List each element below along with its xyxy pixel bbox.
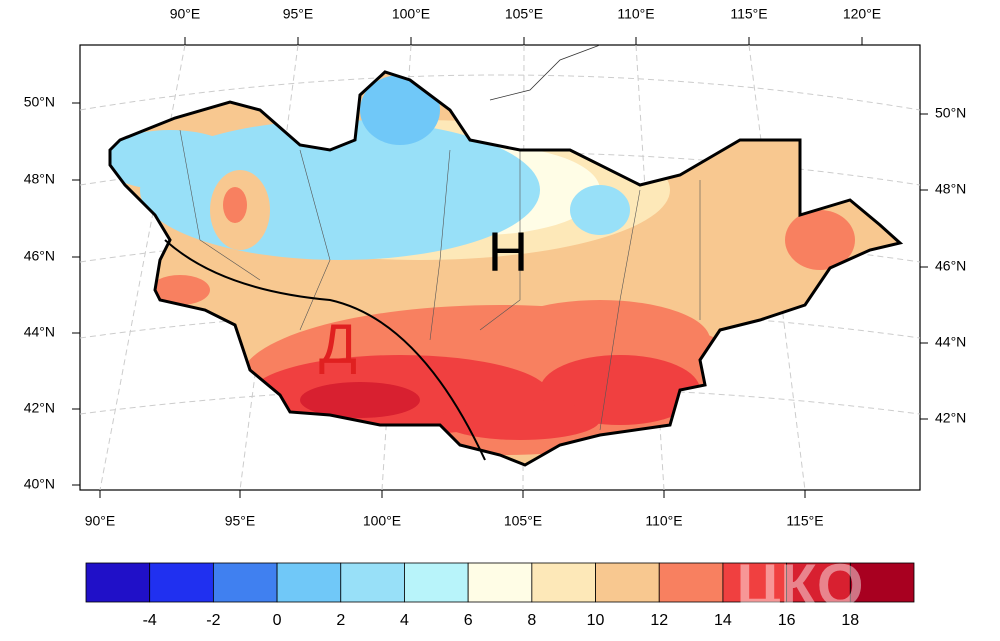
colorbar-label: 2: [336, 612, 345, 629]
lat-label: 42°N: [24, 400, 55, 416]
colorbar-box: [658, 562, 724, 603]
lat-label: 46°N: [935, 258, 966, 274]
colorbar-box: [212, 562, 278, 603]
colorbar-box: [340, 562, 405, 603]
colorbar-box: [149, 562, 214, 603]
lon-label: 90°E: [85, 513, 116, 529]
colorbar-label: 6: [464, 612, 473, 629]
neighbor-border: [489, 44, 601, 101]
colorbar-label: -2: [206, 612, 220, 629]
colorbar-box: [85, 562, 151, 603]
colorbar-box: [786, 562, 851, 603]
lat-label: 46°N: [24, 248, 55, 264]
region-label: Д: [319, 312, 357, 375]
lat-label: 42°N: [935, 410, 966, 426]
lon-label: 95°E: [283, 6, 314, 22]
colorbar-box: [849, 562, 915, 603]
lat-label: 40°N: [24, 476, 55, 492]
colorbar-label: 16: [778, 612, 796, 629]
lat-label: 44°N: [935, 334, 966, 350]
colorbar-label: 14: [714, 612, 732, 629]
lon-label: 95°E: [225, 513, 256, 529]
coordinate-labels: 90°E 95°E 100°E 105°E 110°E 115°E 120°E 90°E 95°…: [24, 6, 967, 529]
lon-label: 110°E: [645, 513, 682, 529]
province-borders: [179, 129, 701, 431]
lon-label: 105°E: [505, 6, 543, 22]
lat-label: 48°N: [24, 171, 55, 187]
lat-label: 44°N: [24, 324, 55, 340]
lon-label: 115°E: [786, 513, 823, 529]
colorbar-label: -4: [143, 612, 157, 629]
colorbar-box: [467, 562, 533, 603]
lat-label: 48°N: [935, 181, 966, 197]
colorbar-box: [404, 562, 469, 603]
colorbar-label: 8: [527, 612, 536, 629]
lon-label: 105°E: [504, 513, 542, 529]
lon-label: 90°E: [170, 6, 201, 22]
colorbar-box: [276, 562, 342, 603]
zone-boundary: [164, 239, 486, 461]
colorbar-label: 0: [273, 612, 282, 629]
lat-label: 50°N: [24, 94, 55, 110]
colorbar-box: [595, 562, 660, 603]
colorbar-label: 10: [587, 612, 605, 629]
lon-label: 100°E: [392, 6, 430, 22]
lon-label: 120°E: [843, 6, 881, 22]
colorbar-box: [531, 562, 596, 603]
colorbar: -4 -2 0 2 4 6 8 10 12 14 16 18: [85, 562, 915, 629]
lat-label: 50°N: [935, 105, 966, 121]
lon-label: 115°E: [730, 6, 767, 22]
colorbar-label: 18: [841, 612, 859, 629]
colorbar-label: 4: [400, 612, 409, 629]
colorbar-label: 12: [650, 612, 668, 629]
lon-label: 110°E: [617, 6, 654, 22]
watermark: ЦКО: [736, 552, 863, 619]
lon-label: 100°E: [363, 513, 401, 529]
region-label: Н: [488, 220, 528, 283]
